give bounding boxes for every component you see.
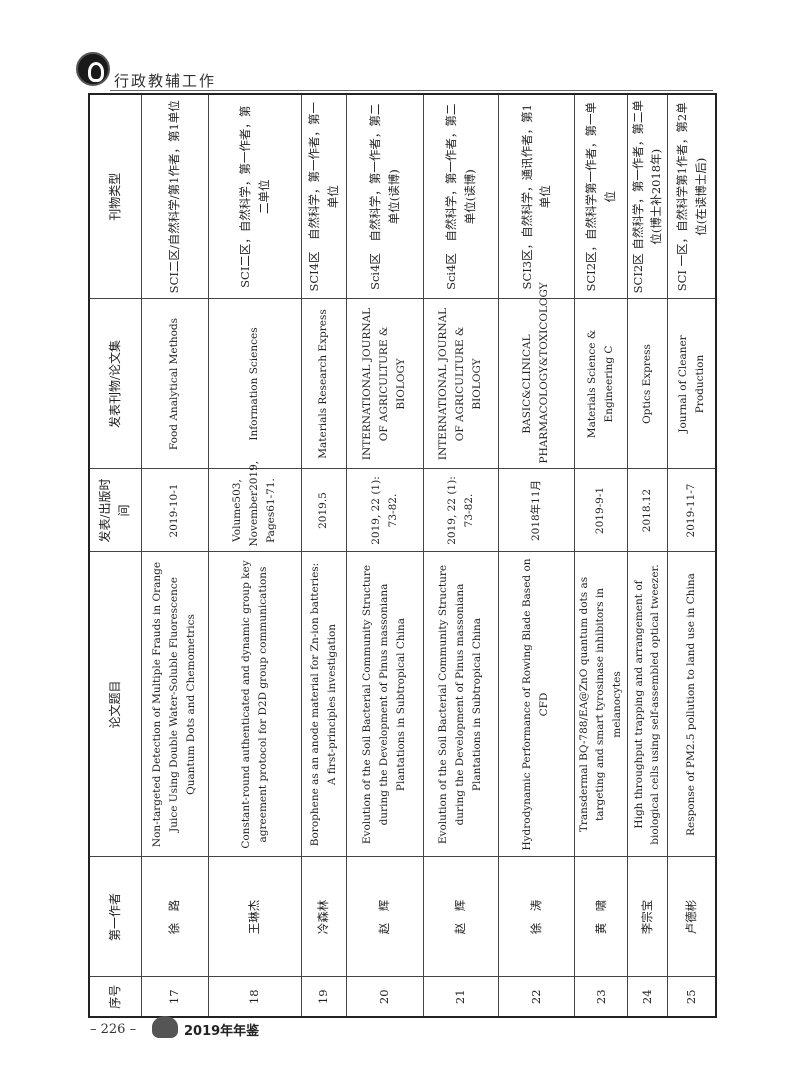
cell-author: 赵 辉 bbox=[346, 857, 423, 977]
cell-title: Transdermal BQ-788/EA@ZnO quantum dots a… bbox=[574, 552, 628, 857]
cell-type: Sci4区 自然科学，第一作者，第二单位(读博) bbox=[423, 94, 498, 299]
cell-journal: Optics Express bbox=[627, 299, 668, 469]
header-divider bbox=[110, 90, 713, 91]
cell-title: Non-targeted Detection of Multiple Fraud… bbox=[141, 552, 208, 857]
cell-type: SCI二区，自然科学，第一作者，第二单位 bbox=[208, 94, 301, 299]
cell-title: High throughput trapping and arrangement… bbox=[627, 552, 668, 857]
cell-journal: Materials Science & Engineering C bbox=[574, 299, 628, 469]
table-row: 21 赵 辉 Evolution of the Soil Bacterial Com… bbox=[423, 94, 498, 1017]
cell-no: 22 bbox=[498, 977, 574, 1017]
cell-date: 2018.12 bbox=[627, 469, 668, 552]
cell-no: 19 bbox=[301, 977, 346, 1017]
cell-no: 25 bbox=[667, 977, 717, 1017]
column-header: 发表刊物/论文集 bbox=[89, 299, 141, 469]
cell-author: 赵 辉 bbox=[423, 857, 498, 977]
table-row: 22 徐 涛 Hydrodynamic Performance of Rowing … bbox=[498, 94, 574, 1017]
cell-date: 2018年11月 bbox=[498, 469, 574, 552]
cell-author: 徐 路 bbox=[141, 857, 208, 977]
cell-title: Borophene as an anode material for Zn-io… bbox=[301, 552, 346, 857]
cell-no: 17 bbox=[141, 977, 208, 1017]
cell-no: 23 bbox=[574, 977, 628, 1017]
cell-no: 18 bbox=[208, 977, 301, 1017]
table-row: 25 卢德彬 Response of PM2.5 pollution to land… bbox=[667, 94, 717, 1017]
section-title: 行政教辅工作 bbox=[114, 72, 217, 90]
table-row: 19 冷森林 Borophene as an anode material for … bbox=[301, 94, 346, 1017]
cell-type: SCI二区/自然科学/第1作者，第1单位 bbox=[141, 94, 208, 299]
cell-author: 王琳杰 bbox=[208, 857, 301, 977]
cell-type: SCI3区，自然科学，通讯作者，第1单位 bbox=[498, 94, 574, 299]
cell-type: SCI2区 自然科学，第一作者，第二单位(博士补2018年) bbox=[627, 94, 668, 299]
cell-journal: Food Analytical Methods bbox=[141, 299, 208, 469]
table-row: 24 李宗宝 High throughput trapping and arrang… bbox=[627, 94, 668, 1017]
cell-journal: INTERNATIONAL JOURNAL OF AGRICULTURE & B… bbox=[346, 299, 423, 469]
cell-date: 2019.5 bbox=[301, 469, 346, 552]
page-number: – 226 – bbox=[90, 1022, 137, 1037]
table-row: 17 徐 路 Non-targeted Detection of Multiple … bbox=[141, 94, 208, 1017]
column-header: 刊物类型 bbox=[89, 94, 141, 299]
cell-journal: INTERNATIONAL JOURNAL OF AGRICULTURE & B… bbox=[423, 299, 498, 469]
yearbook-logo-icon bbox=[152, 1016, 178, 1038]
table-row: 23 黄 啸 Transdermal BQ-788/EA@ZnO quantum d… bbox=[574, 94, 628, 1017]
yearbook-title: 2019年年鉴 bbox=[184, 1024, 260, 1039]
cell-title: Hydrodynamic Performance of Rowing Blade… bbox=[498, 552, 574, 857]
table-row: 20 赵 辉 Evolution of the Soil Bacterial Com… bbox=[346, 94, 423, 1017]
cell-journal: Materials Research Express bbox=[301, 299, 346, 469]
cell-no: 20 bbox=[346, 977, 423, 1017]
cell-author: 李宗宝 bbox=[627, 857, 668, 977]
cell-author: 冷森林 bbox=[301, 857, 346, 977]
cell-date: 2019-10-1 bbox=[141, 469, 208, 552]
cell-type: SCI 一区，自然科学第1作者，第2单位(在读博士后) bbox=[667, 94, 717, 299]
cell-no: 24 bbox=[627, 977, 668, 1017]
cell-journal: Information Sciences bbox=[208, 299, 301, 469]
cell-date: 2019, 22 (1): 73-82. bbox=[346, 469, 423, 552]
cell-title: Evolution of the Soil Bacterial Communit… bbox=[346, 552, 423, 857]
cell-type: SCI4区 自然科学，第一作者，第一单位 bbox=[301, 94, 346, 299]
cell-date: 2019-11-7 bbox=[667, 469, 717, 552]
cell-title: Constant-round authenticated and dynamic… bbox=[208, 552, 301, 857]
university-logo-icon bbox=[76, 52, 110, 86]
column-header: 论文题目 bbox=[89, 552, 141, 857]
cell-author: 卢德彬 bbox=[667, 857, 717, 977]
cell-type: Sci4区 自然科学，第一作者，第二单位(读博) bbox=[346, 94, 423, 299]
cell-date: 2019-9-1 bbox=[574, 469, 628, 552]
column-header: 发表/出版时间 bbox=[89, 469, 141, 552]
cell-type: SCI2区，自然科学第一作者，第一单位 bbox=[574, 94, 628, 299]
column-header: 序号 bbox=[89, 977, 141, 1017]
cell-journal: Journal of Cleaner Production bbox=[667, 299, 717, 469]
table-row: 18 王琳杰 Constant-round authenticated and dy… bbox=[208, 94, 301, 1017]
rotated-table-container: 序号 第一作者 论文题目 发表/出版时间 发表刊物/论文集 刊物类型 17 徐 路… bbox=[88, 93, 718, 1018]
publications-table: 序号 第一作者 论文题目 发表/出版时间 发表刊物/论文集 刊物类型 17 徐 路… bbox=[88, 93, 718, 1018]
cell-title: Evolution of the Soil Bacterial Communit… bbox=[423, 552, 498, 857]
cell-date: Volume503, November2019, Pages61-71. bbox=[208, 461, 301, 552]
cell-author: 黄 啸 bbox=[574, 857, 628, 977]
cell-date: 2019, 22 (1): 73-82. bbox=[423, 469, 498, 552]
table-header-row: 序号 第一作者 论文题目 发表/出版时间 发表刊物/论文集 刊物类型 bbox=[89, 94, 141, 1017]
column-header: 第一作者 bbox=[89, 857, 141, 977]
cell-no: 21 bbox=[423, 977, 498, 1017]
cell-journal: BASIC&CLINICAL PHARMACOLOGY&TOXICOLOGY bbox=[498, 282, 574, 469]
cell-title: Response of PM2.5 pollution to land use … bbox=[667, 552, 717, 857]
cell-author: 徐 涛 bbox=[498, 857, 574, 977]
